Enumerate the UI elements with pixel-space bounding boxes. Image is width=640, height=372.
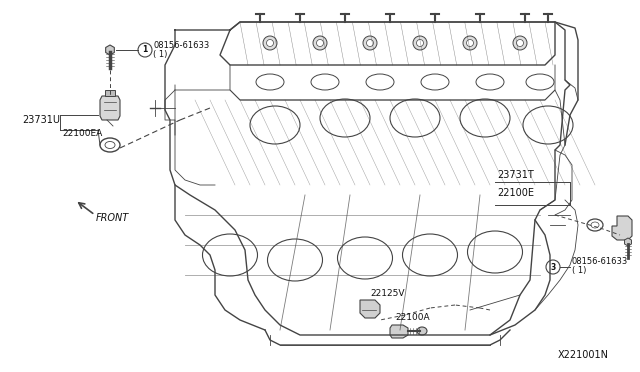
- Text: 22125V: 22125V: [370, 289, 404, 298]
- Text: 22100E: 22100E: [497, 188, 534, 198]
- Circle shape: [138, 43, 152, 57]
- Polygon shape: [612, 216, 632, 240]
- Circle shape: [513, 36, 527, 50]
- Polygon shape: [625, 238, 632, 246]
- Circle shape: [546, 260, 560, 274]
- Circle shape: [417, 39, 424, 46]
- Circle shape: [263, 36, 277, 50]
- Polygon shape: [100, 96, 120, 120]
- Text: 22100A: 22100A: [395, 312, 429, 321]
- Text: 08156-61633: 08156-61633: [572, 257, 628, 266]
- Polygon shape: [105, 90, 115, 96]
- Text: 08156-61633: 08156-61633: [153, 42, 209, 51]
- Ellipse shape: [417, 327, 427, 335]
- Circle shape: [413, 36, 427, 50]
- Text: X221001N: X221001N: [558, 350, 609, 360]
- Polygon shape: [106, 45, 115, 55]
- Text: 23731U: 23731U: [22, 115, 60, 125]
- Circle shape: [317, 39, 323, 46]
- Circle shape: [313, 36, 327, 50]
- Text: 22100EA: 22100EA: [62, 128, 102, 138]
- Text: FRONT: FRONT: [96, 213, 129, 223]
- Text: 1: 1: [142, 45, 148, 55]
- Circle shape: [363, 36, 377, 50]
- Circle shape: [467, 39, 474, 46]
- Polygon shape: [360, 300, 380, 318]
- Circle shape: [463, 36, 477, 50]
- Text: 23731T: 23731T: [497, 170, 534, 180]
- Polygon shape: [390, 325, 408, 338]
- Text: 3: 3: [550, 263, 556, 272]
- Circle shape: [266, 39, 273, 46]
- Circle shape: [367, 39, 374, 46]
- Circle shape: [516, 39, 524, 46]
- Text: ( 1): ( 1): [153, 51, 168, 60]
- Text: ( 1): ( 1): [572, 266, 586, 276]
